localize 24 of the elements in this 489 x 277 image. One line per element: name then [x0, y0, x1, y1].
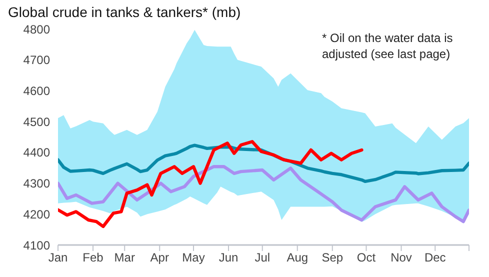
y-tick-label: 4600 [23, 84, 50, 98]
x-tick-label: Nov [390, 250, 412, 265]
chart-title: Global crude in tanks & tankers* (mb) [8, 4, 241, 20]
line-series [58, 165, 469, 224]
annotation: * Oil on the water data is adjusted (see last page) [322, 30, 454, 62]
x-tick-label: Mar [114, 250, 135, 265]
y-tick-label: 4300 [23, 176, 50, 191]
x-tick-label: Aug [286, 250, 308, 265]
y-tick-label: 4500 [23, 114, 50, 129]
y-tick-label: 4700 [23, 53, 50, 68]
line-series [58, 140, 364, 228]
y-tick-label: 4800 [23, 22, 50, 36]
y-tick-label: 4200 [23, 207, 50, 222]
x-tick-label: Oct [356, 250, 376, 265]
x-tick-label: Jun [218, 250, 238, 265]
x-tick-label: Dec [424, 250, 446, 265]
x-tick-label: Jul [254, 250, 270, 265]
x-tick-label: May [182, 250, 205, 265]
x-tick-label: Feb [82, 250, 104, 265]
x-tick-label: Apr [150, 250, 169, 265]
y-tick-label: 4400 [23, 146, 50, 160]
x-tick-label: Jan [48, 250, 68, 265]
y-tick-label: 4100 [23, 238, 50, 252]
x-tick-label: Sep [322, 250, 344, 265]
